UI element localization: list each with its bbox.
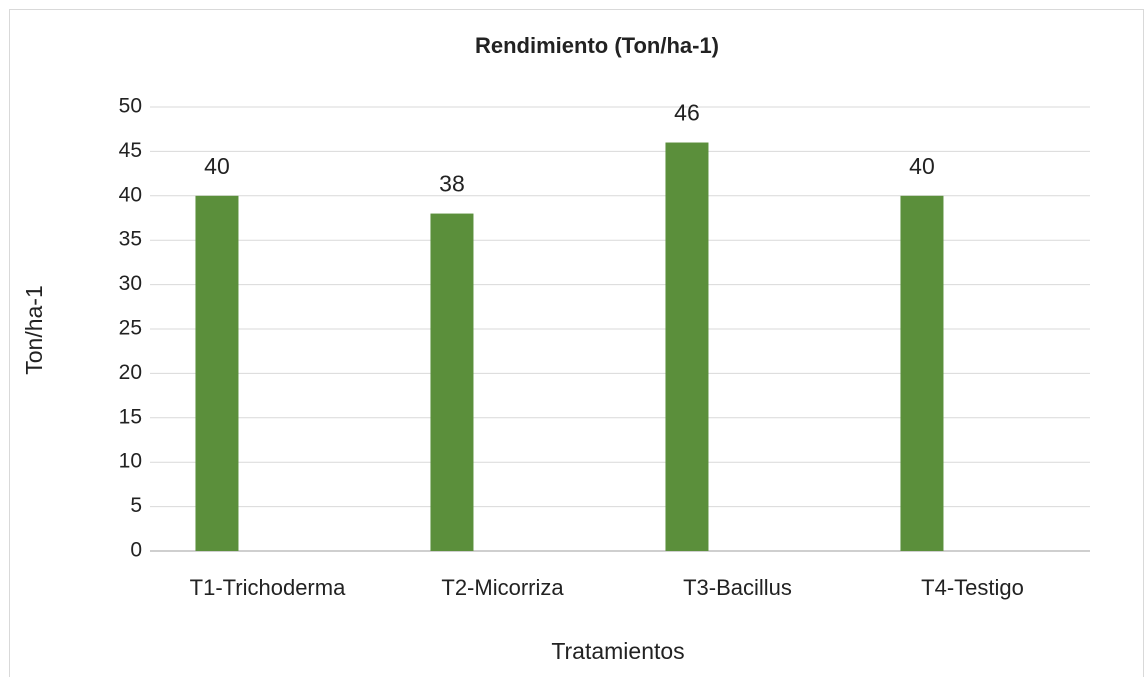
x-tick-label: T3-Bacillus [683,575,792,600]
x-tick-label: T2-Micorriza [441,575,564,600]
x-tick-label: T1-Trichoderma [190,575,346,600]
y-tick-label: 35 [119,228,142,251]
y-axis-label: Ton/ha-1 [21,285,47,375]
chart-title: Rendimiento (Ton/ha-1) [475,33,719,58]
y-tick-label: 40 [119,183,142,206]
bar [900,195,944,552]
chart-frame [9,9,1144,677]
y-tick-label: 15 [119,405,142,428]
data-label: 46 [674,100,700,126]
y-tick-label: 50 [119,95,142,118]
x-tick-label: T4-Testigo [921,575,1024,600]
y-tick-label: 30 [119,272,142,295]
data-label: 40 [909,153,935,179]
y-tick-label: 25 [119,317,142,340]
y-tick-label: 5 [130,494,142,517]
data-label: 38 [439,171,465,197]
y-tick-label: 45 [119,139,142,162]
y-tick-label: 0 [130,539,142,562]
bar [665,142,709,551]
bar [430,213,474,551]
y-tick-label: 20 [119,361,142,384]
y-tick-label: 10 [119,450,142,473]
data-label: 40 [204,153,230,179]
bar [195,195,239,552]
x-axis-label: Tratamientos [551,638,684,664]
